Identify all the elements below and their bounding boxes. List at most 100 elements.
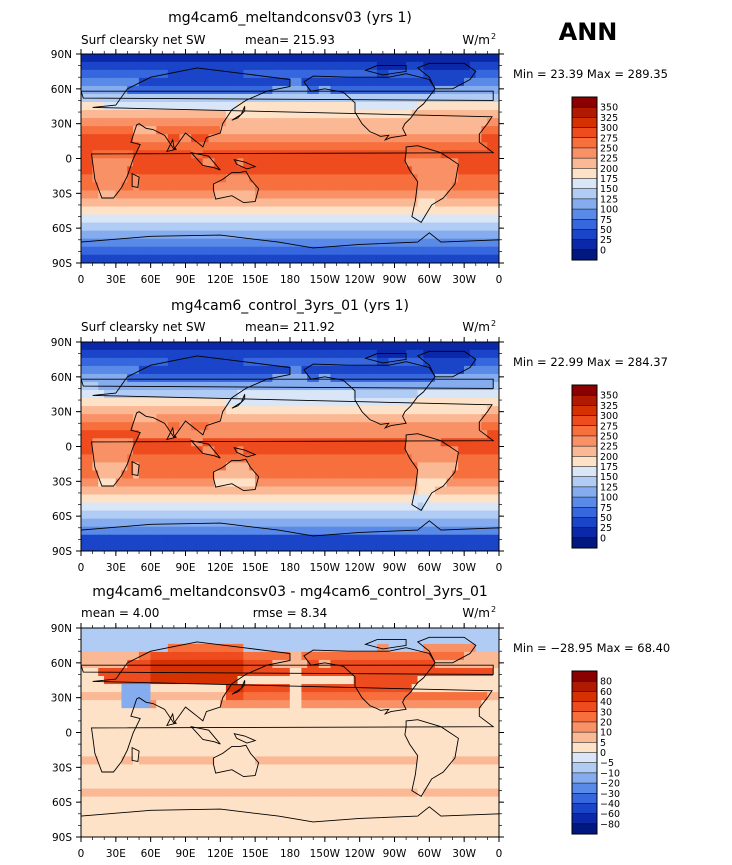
field-cell	[196, 635, 204, 645]
field-cell	[487, 438, 494, 447]
field-cell	[492, 126, 499, 135]
field-cell	[208, 365, 215, 375]
field-cell	[394, 166, 401, 175]
field-cell	[417, 659, 424, 669]
field-cell	[359, 222, 366, 232]
field-cell	[423, 381, 430, 391]
field-cell	[365, 478, 372, 487]
field-cell	[295, 110, 302, 119]
field-cell	[359, 102, 366, 111]
field-cell	[162, 342, 169, 351]
field-cell	[394, 635, 401, 645]
colorbar-swatch	[572, 395, 597, 406]
field-cell	[301, 198, 308, 207]
field-cell	[115, 478, 122, 487]
field-cell	[458, 134, 465, 143]
field-cell	[411, 454, 418, 463]
field-cell	[388, 54, 395, 63]
field-cell	[249, 93, 256, 103]
field-cell	[109, 246, 117, 256]
field-cell	[289, 246, 297, 256]
field-cell	[179, 651, 186, 661]
field-cell	[289, 502, 297, 512]
field-cell	[382, 61, 389, 71]
lon-tick-label: 90W	[383, 274, 407, 286]
field-cell	[191, 118, 198, 127]
field-cell	[191, 406, 198, 415]
field-cell	[260, 246, 267, 256]
lon-tick-label: 60E	[141, 562, 161, 574]
field-cell	[196, 69, 204, 79]
field-cell	[254, 430, 262, 439]
field-cell	[301, 708, 308, 717]
field-cell	[336, 349, 343, 359]
field-cell	[330, 526, 337, 536]
field-cell	[376, 390, 384, 399]
field-cell	[81, 684, 88, 693]
field-cell	[162, 502, 169, 512]
field-cell	[405, 628, 413, 637]
field-cell	[208, 676, 215, 685]
field-cell	[249, 398, 256, 407]
field-cell	[81, 158, 88, 167]
field-cell	[86, 365, 93, 375]
field-cell	[359, 238, 366, 248]
field-cell	[446, 206, 453, 215]
field-cell	[283, 684, 291, 693]
field-cell	[336, 651, 343, 661]
field-cell	[156, 478, 163, 487]
field-cell	[446, 54, 453, 63]
field-cell	[382, 77, 389, 87]
field-cell	[214, 542, 221, 551]
field-cell	[434, 54, 442, 63]
field-cell	[295, 238, 302, 248]
field-cell	[225, 222, 233, 232]
field-cell	[133, 246, 140, 256]
field-cell	[214, 150, 221, 159]
field-cell	[196, 534, 204, 544]
field-cell	[446, 69, 453, 79]
field-cell	[289, 676, 297, 685]
field-cell	[463, 510, 471, 520]
field-cell	[388, 406, 395, 415]
field-cell	[289, 230, 297, 240]
field-cell	[475, 381, 482, 391]
field-cell	[162, 635, 169, 645]
field-cell	[98, 478, 105, 487]
field-cell	[167, 246, 175, 256]
field-cell	[347, 422, 355, 431]
field-cell	[452, 414, 459, 423]
field-cell	[121, 230, 128, 240]
field-cell	[121, 349, 128, 359]
field-cell	[405, 406, 413, 415]
field-cell	[342, 214, 349, 224]
field-cell	[266, 342, 273, 351]
field-cell	[167, 238, 175, 248]
field-cell	[469, 390, 476, 399]
field-cell	[388, 373, 395, 383]
field-cell	[278, 518, 285, 528]
field-cell	[347, 206, 355, 215]
field-cell	[225, 365, 233, 375]
field-cell	[313, 534, 320, 544]
field-cell	[156, 182, 163, 191]
field-cell	[109, 110, 117, 119]
field-cell	[121, 214, 128, 224]
field-cell	[388, 635, 395, 645]
field-cell	[278, 510, 285, 520]
field-cell	[446, 692, 453, 701]
field-cell	[417, 110, 424, 119]
field-cell	[167, 414, 175, 423]
field-cell	[458, 502, 465, 512]
field-cell	[440, 518, 447, 528]
field-cell	[150, 118, 157, 127]
field-cell	[417, 342, 424, 351]
field-cell	[417, 126, 424, 135]
field-cell	[429, 110, 436, 119]
coastline	[81, 90, 494, 101]
field-cell	[260, 430, 267, 439]
field-cell	[446, 414, 453, 423]
field-cell	[167, 190, 175, 199]
field-cell	[318, 93, 326, 103]
field-cell	[336, 110, 343, 119]
